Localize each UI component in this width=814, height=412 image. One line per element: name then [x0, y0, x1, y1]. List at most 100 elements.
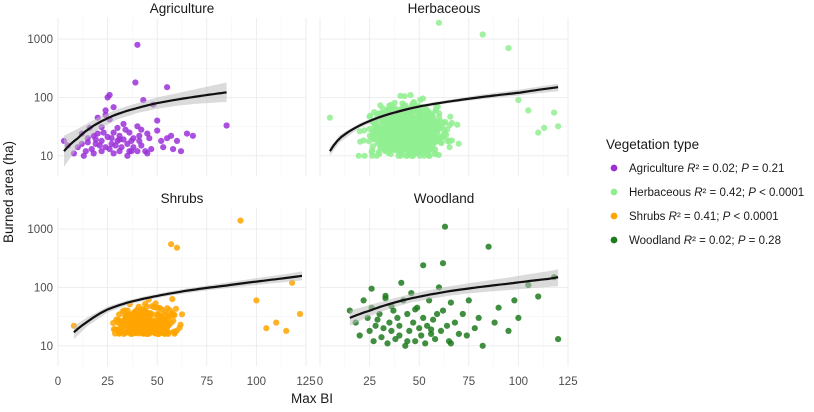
- data-point: [368, 285, 375, 292]
- data-point: [447, 113, 454, 120]
- data-point: [388, 327, 395, 334]
- data-point: [374, 140, 381, 147]
- x-axis-title: Max BI: [291, 391, 333, 406]
- data-point: [525, 107, 532, 114]
- data-point: [369, 152, 376, 159]
- data-point: [406, 327, 413, 334]
- data-point: [551, 109, 558, 116]
- data-point: [377, 145, 384, 152]
- data-point: [408, 146, 415, 153]
- x-tick-label: 100: [509, 376, 528, 388]
- data-point: [411, 115, 419, 122]
- data-point: [511, 297, 518, 304]
- data-point: [383, 133, 390, 140]
- data-point: [451, 319, 458, 326]
- data-point: [106, 91, 113, 99]
- data-point: [123, 312, 130, 319]
- data-point: [384, 340, 391, 347]
- data-point: [555, 123, 562, 130]
- data-point: [170, 146, 177, 153]
- data-point: [446, 144, 453, 151]
- data-point: [439, 260, 447, 267]
- data-point: [164, 84, 171, 91]
- data-point: [372, 322, 379, 329]
- legend-key: [610, 188, 618, 196]
- data-point: [398, 112, 405, 119]
- data-point: [404, 310, 411, 318]
- data-point: [94, 130, 101, 137]
- data-point: [479, 342, 486, 349]
- data-point: [355, 152, 362, 159]
- data-point: [432, 107, 439, 114]
- points-herbaceous: [326, 19, 562, 159]
- data-point: [128, 148, 135, 155]
- data-point: [471, 325, 478, 332]
- data-point: [376, 151, 383, 158]
- data-point: [485, 243, 492, 250]
- data-point: [387, 101, 395, 108]
- data-point: [505, 327, 512, 334]
- data-point: [420, 144, 427, 152]
- panel-title: Agriculture: [150, 1, 215, 16]
- data-point: [444, 126, 451, 133]
- data-point: [447, 340, 454, 347]
- legend-item-shrubs: Shrubs R² = 0.41; P < 0.0001: [610, 211, 779, 223]
- data-point: [409, 133, 416, 140]
- data-point: [422, 340, 429, 347]
- data-point: [370, 338, 377, 345]
- x-tick-label: 50: [413, 376, 426, 388]
- x-tick-label: 0: [317, 376, 323, 388]
- y-tick-label: 10: [40, 341, 53, 353]
- data-point: [136, 320, 143, 327]
- y-tick-label: 1000: [27, 34, 53, 46]
- legend-item-agriculture: Agriculture R² = 0.02; P = 0.21: [610, 163, 784, 175]
- data-point: [404, 338, 411, 345]
- data-point: [447, 299, 454, 306]
- data-point: [386, 123, 393, 130]
- data-point: [146, 135, 153, 142]
- data-point: [412, 306, 419, 313]
- data-point: [360, 297, 367, 304]
- data-point: [401, 140, 408, 147]
- data-point: [129, 323, 136, 330]
- data-point: [394, 314, 401, 321]
- data-point: [396, 132, 404, 139]
- data-point: [535, 293, 542, 300]
- data-point: [118, 322, 125, 329]
- data-point: [90, 150, 97, 157]
- data-point: [370, 131, 377, 138]
- data-point: [159, 329, 166, 336]
- data-point: [189, 132, 196, 139]
- data-point: [177, 148, 185, 155]
- data-point: [432, 336, 439, 343]
- data-point: [397, 92, 404, 99]
- data-point: [154, 127, 161, 134]
- data-point: [361, 152, 368, 159]
- data-point: [442, 118, 449, 126]
- data-point: [495, 304, 502, 311]
- x-tick-label: 125: [558, 376, 577, 388]
- data-point: [127, 315, 134, 322]
- data-point: [455, 140, 462, 147]
- data-point: [356, 332, 363, 339]
- data-point: [429, 130, 436, 137]
- data-point: [154, 117, 161, 124]
- data-point: [356, 128, 363, 135]
- data-point: [430, 113, 437, 120]
- data-point: [148, 303, 156, 310]
- legend-key: [610, 164, 618, 172]
- x-tick-label: 100: [247, 376, 266, 388]
- data-point: [134, 41, 141, 48]
- data-point: [110, 150, 117, 157]
- data-point: [170, 328, 177, 335]
- data-point: [138, 126, 145, 133]
- data-point: [120, 120, 127, 128]
- data-point: [437, 327, 445, 334]
- data-point: [153, 327, 160, 334]
- data-point: [396, 126, 403, 133]
- data-point: [163, 329, 170, 336]
- data-point: [377, 102, 384, 109]
- data-point: [428, 330, 435, 337]
